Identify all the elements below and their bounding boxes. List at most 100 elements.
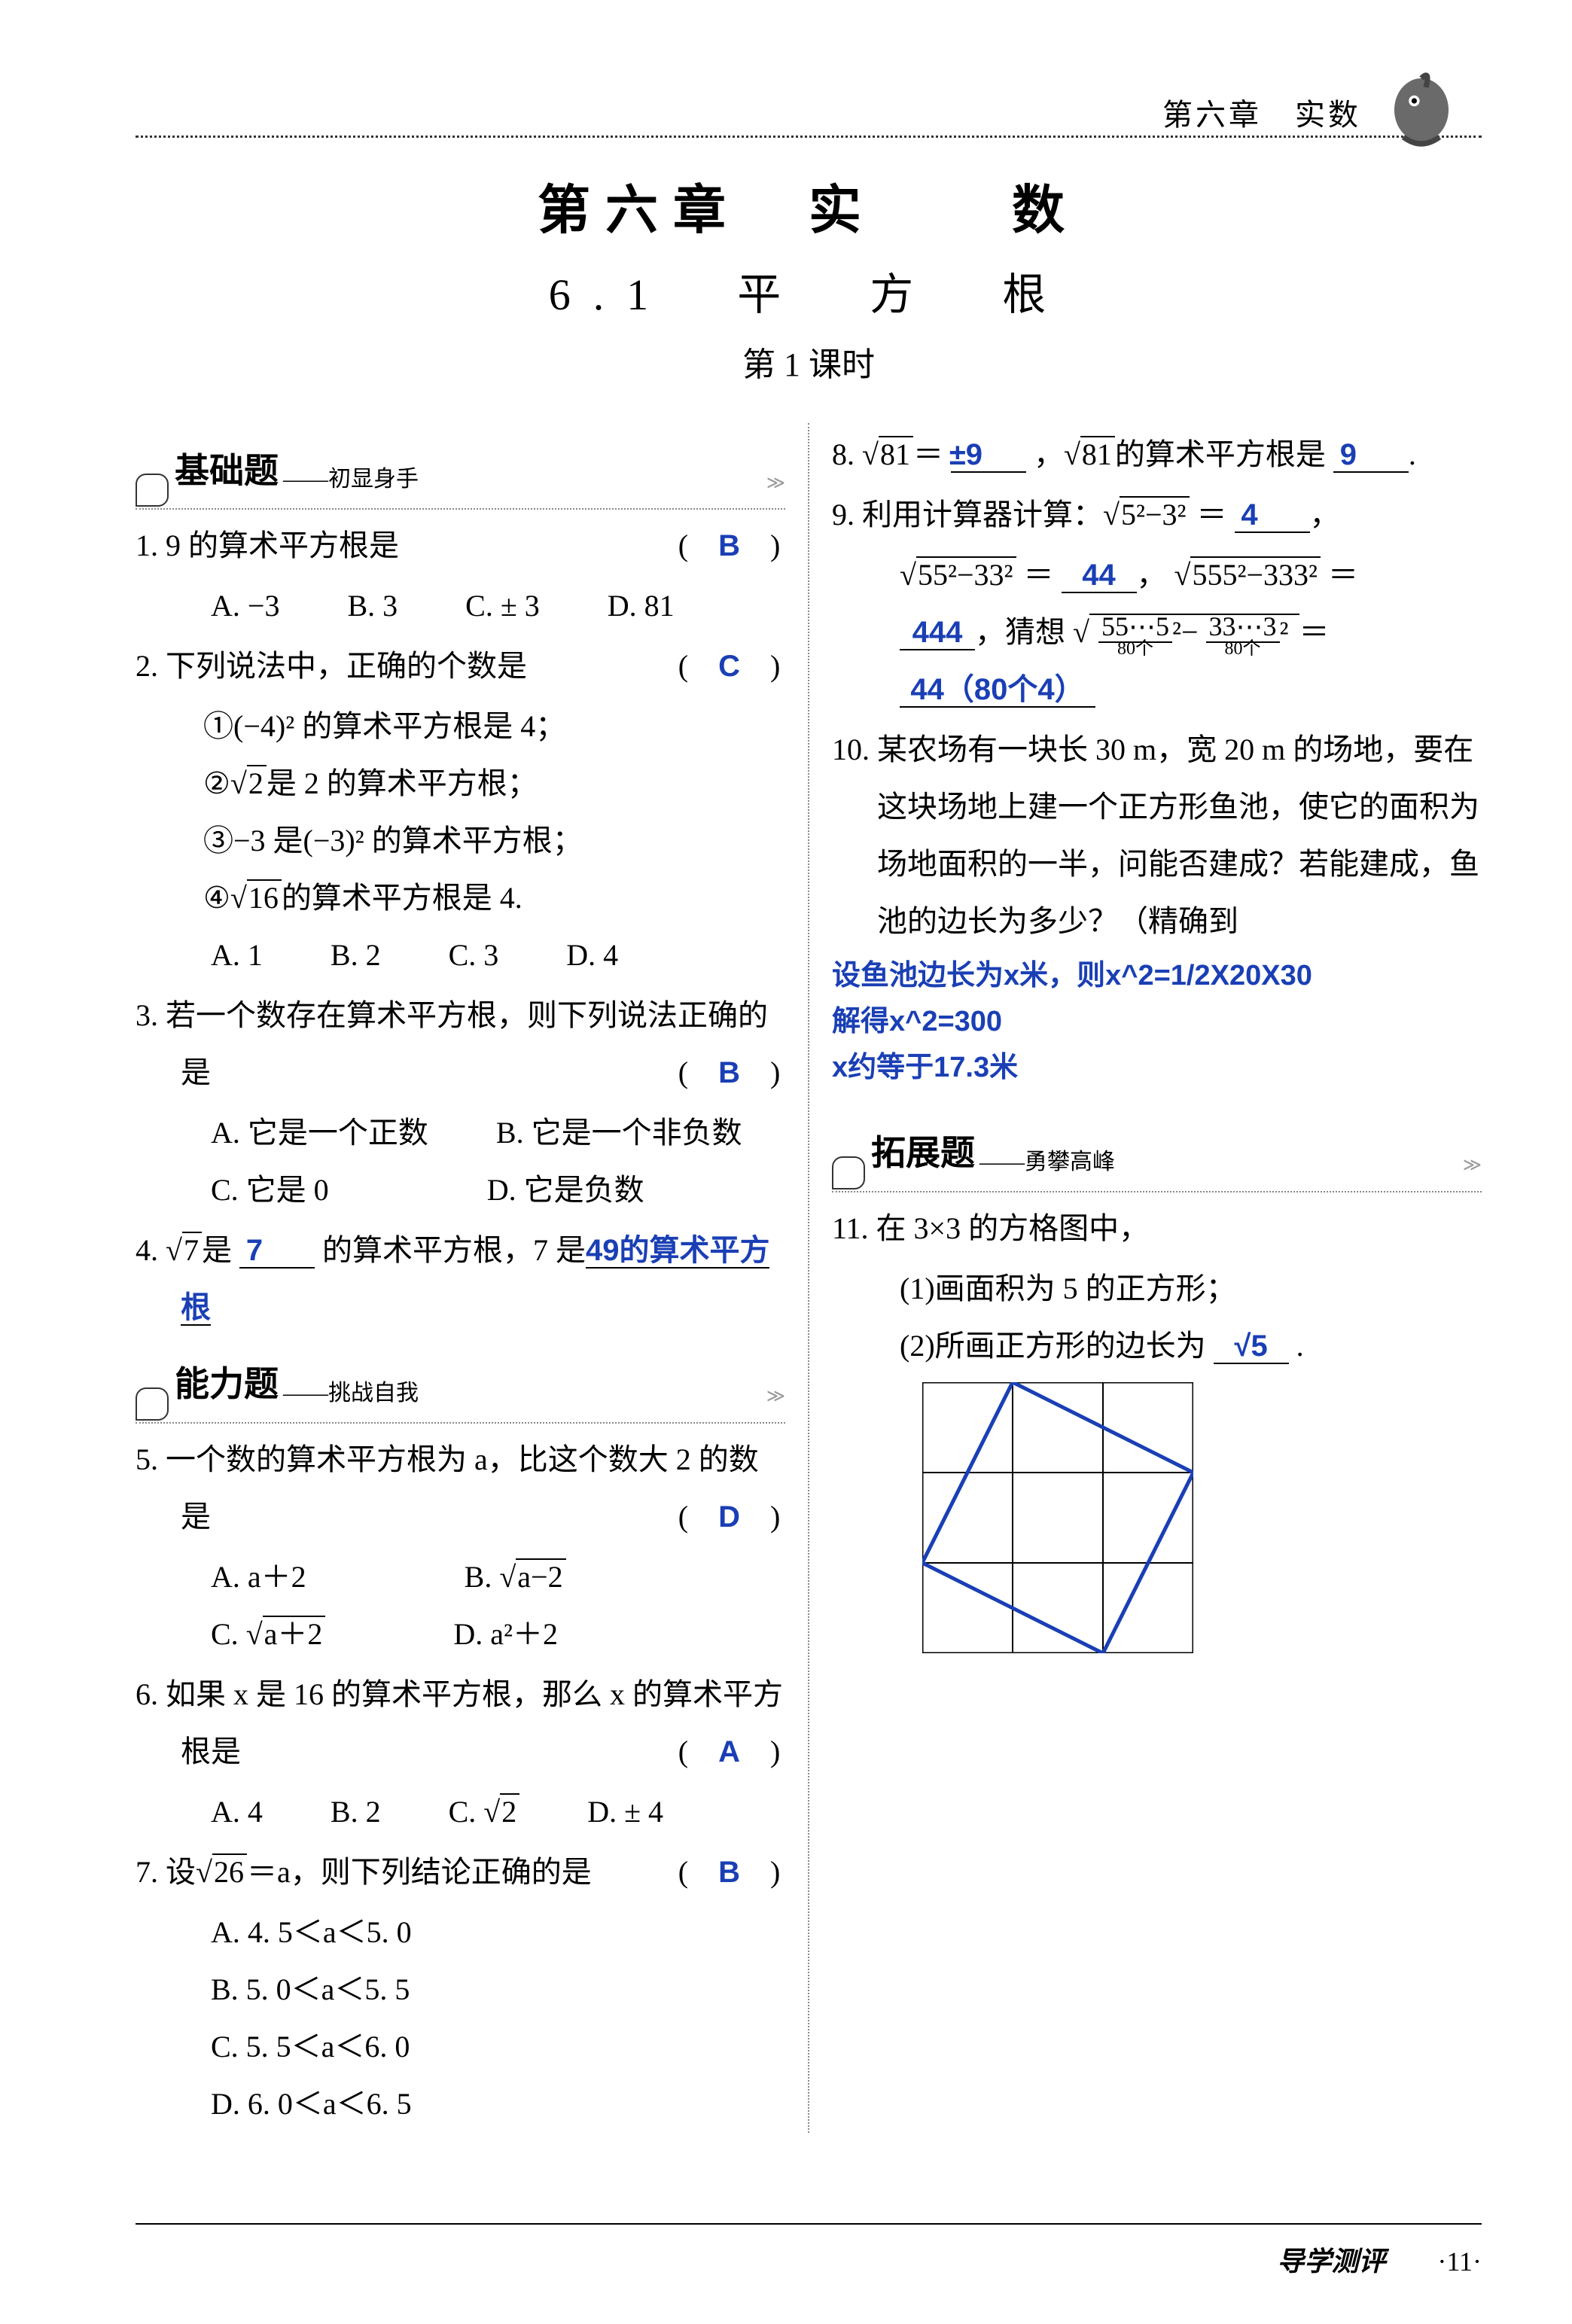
q10-text: 10. 某农场有一块长 30 m，宽 20 m 的场地，要在这块场地上建一个正方…: [832, 733, 1479, 938]
extend-subtitle: ——勇攀高峰: [979, 1141, 1115, 1183]
q8-ans2: 9: [1333, 438, 1409, 473]
arrow-icon: ≫: [1115, 1149, 1482, 1183]
q3-options-row1: A. 它是一个正数 B. 它是一个非负数: [136, 1104, 785, 1162]
q7-opt-c: C. 5. 5＜a＜6. 0: [136, 2018, 785, 2076]
q5-opt-b: B. a−2: [465, 1558, 566, 1594]
q10-sol1: 设鱼池边长为x米，则x^2=1/2X20X30: [832, 953, 1482, 999]
basic-subtitle: ——初显身手: [283, 458, 419, 501]
q5-options-row2: C. a＋2 D. a²＋2: [136, 1606, 785, 1663]
q11-ans: √5: [1214, 1330, 1289, 1364]
section-title: 6.1 平 方 根: [136, 259, 1482, 322]
q2-text: 2. 下列说法中，正确的个数是: [136, 649, 527, 683]
q10-sol2: 解得x^2=300: [832, 999, 1482, 1045]
q2-s3: ③−3 是(−3)² 的算术平方根；: [136, 812, 785, 870]
grid-figure: [922, 1382, 1482, 1672]
q3-opt-d: D. 它是负数: [487, 1173, 644, 1207]
q1-answer: B: [718, 529, 740, 562]
q7-opt-a: A. 4. 5＜a＜5. 0: [136, 1904, 785, 1961]
q8: 8. 81＝ ±9 ，81的算术平方根是 9.: [832, 426, 1482, 483]
chapter-title: 第六章 实 数: [136, 168, 1482, 244]
q6-opt-c: C. 2: [449, 1793, 520, 1829]
arrow-icon: ≫: [419, 1380, 785, 1415]
grid-lines: [922, 1382, 1193, 1653]
q9-ans3: 444: [900, 616, 975, 650]
q6-opt-d: D. ± 4: [587, 1795, 663, 1829]
q6-opt-b: B. 2: [331, 1795, 381, 1829]
q7-opt-d: D. 6. 0＜a＜6. 5: [136, 2076, 785, 2133]
q10: 10. 某农场有一块长 30 m，宽 20 m 的场地，要在这块场地上建一个正方…: [832, 721, 1482, 950]
page-header: 第六章 实数: [136, 60, 1482, 138]
q5: 5. 一个数的算术平方根为 a，比这个数大 2 的数是 ( D ): [136, 1431, 785, 1546]
q3-answer: B: [718, 1056, 740, 1089]
q6-options: A. 4 B. 2 C. 2 D. ± 4: [136, 1783, 785, 1841]
q7: 7. 设26＝a，则下列结论正确的是 ( B ): [136, 1844, 785, 1901]
q2-s2: ②2是 2 的算术平方根；: [136, 755, 785, 812]
q1-options: A. −3 B. 3 C. ± 3 D. 81: [136, 577, 785, 635]
extend-title: 拓展题: [871, 1120, 975, 1186]
grid-svg: [922, 1382, 1193, 1653]
q4-ans1: 7: [239, 1234, 315, 1269]
q2-opt-b: B. 2: [331, 938, 381, 972]
q9: 9. 利用计算器计算：5²−3² ＝ 4，: [832, 486, 1482, 544]
q9-ans2: 44: [1062, 559, 1137, 593]
q1-opt-c: C. ± 3: [465, 589, 540, 623]
right-column: 8. 81＝ ±9 ，81的算术平方根是 9. 9. 利用计算器计算：5²−3²…: [809, 423, 1482, 2133]
q2-options: A. 1 B. 2 C. 3 D. 4: [136, 927, 785, 984]
q2-s1: ①(−4)² 的算术平方根是 4；: [136, 698, 785, 755]
q9-ans1: 4: [1235, 498, 1310, 533]
q3-opt-b: B. 它是一个非负数: [496, 1116, 742, 1150]
section-ability-header: 能力题 ——挑战自我 ≫: [136, 1351, 785, 1423]
left-column: 基础题 ——初显身手 ≫ 1. 9 的算术平方根是 ( B ) A. −3 B.…: [136, 423, 809, 2133]
q1-opt-a: A. −3: [211, 589, 279, 623]
q6: 6. 如果 x 是 16 的算术平方根，那么 x 的算术平方根是 ( A ): [136, 1666, 785, 1780]
q9-line3: 444，猜想 55⋯580个²− 33⋯380个² ＝ 44（80个4）: [832, 604, 1482, 718]
footer-label: 导学测评: [1277, 2246, 1385, 2277]
q2-opt-d: D. 4: [566, 938, 618, 972]
footer-page: ·11·: [1437, 2246, 1482, 2277]
q7-opt-b: B. 5. 0＜a＜5. 5: [136, 1961, 785, 2018]
ability-subtitle: ——挑战自我: [283, 1372, 419, 1415]
q2-opt-c: C. 3: [449, 938, 499, 972]
q2: 2. 下列说法中，正确的个数是 ( C ): [136, 638, 785, 695]
q7-answer: B: [718, 1856, 740, 1889]
q3-opt-a: A. 它是一个正数: [211, 1116, 428, 1150]
page-footer: 导学测评 ·11·: [136, 2223, 1482, 2279]
mascot-icon: [1376, 60, 1467, 151]
q9-ans4: 44（80个4）: [900, 673, 1095, 708]
q1-opt-b: B. 3: [347, 589, 398, 623]
section-basic-header: 基础题 ——初显身手 ≫: [136, 438, 785, 510]
q8-ans1: ±9: [951, 438, 1026, 473]
q5-opt-c: C. a＋2: [211, 1616, 325, 1651]
content-columns: 基础题 ——初显身手 ≫ 1. 9 的算术平方根是 ( B ) A. −3 B.…: [136, 423, 1482, 2133]
ability-title: 能力题: [175, 1351, 279, 1417]
q4: 4. 7是 7 的算术平方根，7 是49的算术平方根: [136, 1222, 785, 1336]
q11-p1: (1)画面积为 5 的正方形；: [832, 1260, 1482, 1317]
q5-text: 5. 一个数的算术平方根为 a，比这个数大 2 的数是: [136, 1442, 759, 1534]
q2-opt-a: A. 1: [211, 938, 263, 972]
q1-opt-d: D. 81: [608, 589, 675, 623]
q11-p2: (2)所画正方形的边长为 √5 .: [832, 1317, 1482, 1375]
q5-opt-a: A. a＋2: [211, 1560, 306, 1594]
q3: 3. 若一个数存在算术平方根，则下列说法正确的是 ( B ): [136, 987, 785, 1101]
q6-opt-a: A. 4: [211, 1795, 263, 1829]
lesson-title: 第 1 课时: [136, 337, 1482, 385]
q6-answer: A: [718, 1735, 740, 1768]
arrow-icon: ≫: [419, 467, 785, 501]
q10-sol3: x约等于17.3米: [832, 1045, 1482, 1091]
q2-s4: ④16的算术平方根是 4.: [136, 870, 785, 927]
drawn-square: [922, 1382, 1193, 1653]
q5-opt-d: D. a²＋2: [453, 1617, 558, 1651]
q9-line2: 55²−33² ＝ 44， 555²−333² ＝: [832, 547, 1482, 604]
q3-opt-c: C. 它是 0: [211, 1173, 329, 1207]
q2-answer: C: [718, 650, 740, 683]
q1: 1. 9 的算术平方根是 ( B ): [136, 517, 785, 574]
q5-answer: D: [718, 1500, 740, 1534]
chapter-tag: 第六章 实数: [1162, 90, 1361, 134]
q1-text: 1. 9 的算术平方根是: [136, 528, 399, 562]
q11: 11. 在 3×3 的方格图中，: [832, 1200, 1482, 1257]
q3-text: 3. 若一个数存在算术平方根，则下列说法正确的是: [136, 998, 768, 1089]
section-extend-header: 拓展题 ——勇攀高峰 ≫: [832, 1120, 1482, 1192]
q5-options-row1: A. a＋2 B. a−2: [136, 1549, 785, 1606]
basic-title: 基础题: [175, 438, 279, 504]
q3-options-row2: C. 它是 0 D. 它是负数: [136, 1162, 785, 1219]
